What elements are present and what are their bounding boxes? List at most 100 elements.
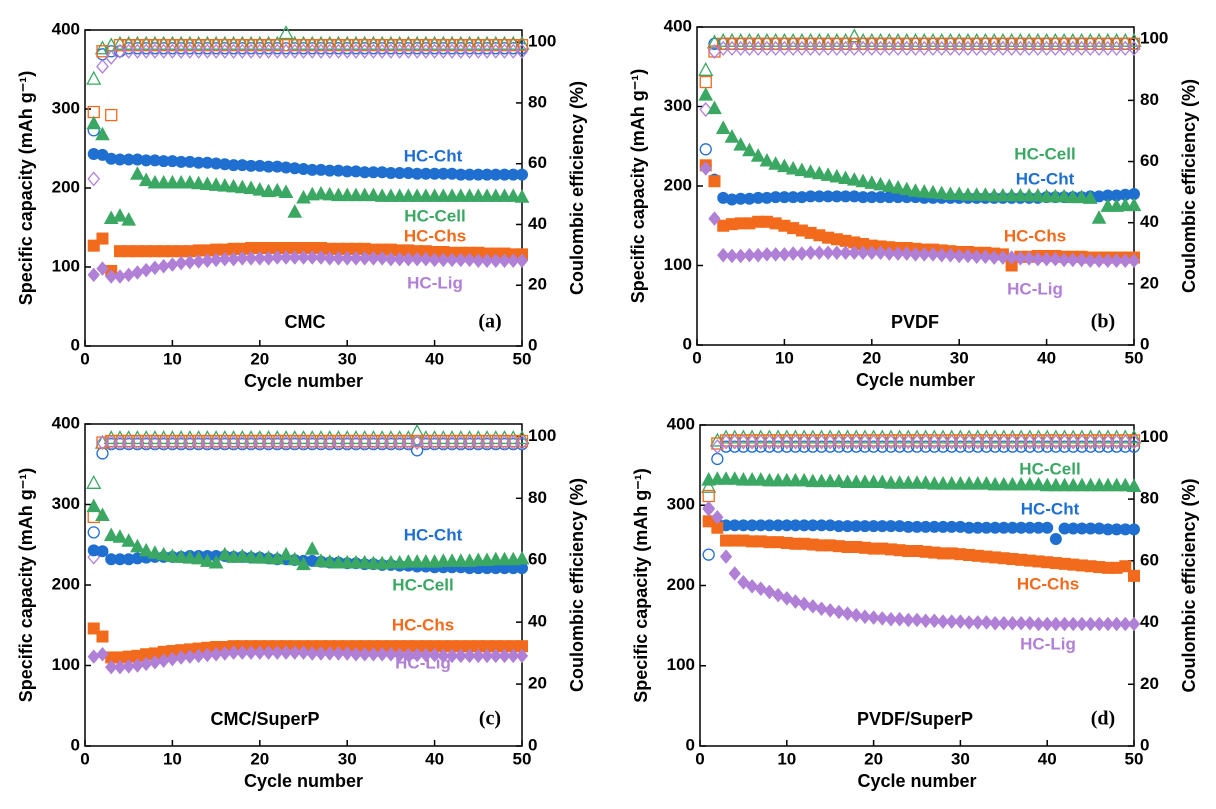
point (936, 440, 950, 453)
point (253, 43, 267, 59)
point (87, 267, 100, 283)
point (806, 434, 820, 450)
point (410, 251, 424, 267)
point (1039, 188, 1054, 203)
point (140, 262, 153, 278)
point (728, 434, 742, 450)
point (183, 649, 197, 664)
point (847, 40, 861, 56)
y2-tick-label: 60 (1140, 151, 1159, 170)
point (711, 439, 724, 455)
point (401, 554, 416, 568)
point (192, 254, 205, 269)
point (463, 435, 476, 451)
point (445, 39, 459, 52)
point (227, 645, 240, 660)
point (515, 253, 529, 268)
y2-tick-label: 80 (528, 488, 547, 507)
point (978, 187, 993, 201)
point (201, 253, 214, 268)
point (95, 126, 110, 141)
point (288, 250, 301, 265)
point (945, 440, 958, 453)
point (306, 250, 319, 265)
point (201, 435, 214, 451)
point (1082, 190, 1098, 204)
point (1006, 440, 1019, 453)
point (918, 37, 931, 50)
panel-text: PVDF/SuperP (857, 709, 973, 729)
point (839, 37, 852, 50)
point (271, 250, 284, 265)
x-tick-label: 10 (163, 349, 182, 368)
y2-tick-label: 0 (1140, 735, 1149, 754)
point (874, 40, 887, 56)
point (209, 39, 223, 52)
point (909, 40, 922, 56)
point (962, 440, 976, 453)
point (313, 185, 329, 200)
point (191, 175, 206, 190)
x-axis-label: Cycle number (856, 370, 975, 390)
y-axis-label: Specific capacity (mAh g⁻¹) (16, 468, 36, 703)
y2-tick-label: 0 (528, 335, 537, 354)
point (716, 40, 730, 56)
point (243, 180, 259, 194)
point (384, 251, 398, 267)
point (323, 646, 336, 661)
point (305, 435, 319, 451)
point (848, 245, 861, 261)
point (1014, 434, 1028, 450)
point (174, 39, 188, 52)
point (122, 39, 135, 52)
point (769, 40, 783, 56)
point (270, 435, 284, 451)
point (1067, 616, 1080, 632)
point (105, 269, 118, 284)
point (1056, 188, 1072, 203)
point (444, 188, 460, 202)
point (839, 245, 852, 261)
point (980, 440, 993, 453)
point (314, 435, 328, 451)
y-tick-label: 400 (52, 413, 80, 432)
point (279, 43, 293, 59)
point (367, 435, 380, 451)
point (113, 43, 127, 59)
point (910, 612, 924, 628)
point (191, 550, 206, 565)
point (1049, 440, 1063, 453)
point (182, 550, 198, 564)
point (253, 645, 266, 660)
point (87, 649, 100, 664)
point (1093, 440, 1106, 453)
point (105, 659, 118, 675)
point (778, 37, 791, 50)
point (489, 648, 502, 664)
series-label: HC-Cht (404, 525, 463, 544)
point (306, 39, 319, 52)
point (437, 648, 450, 664)
point (935, 37, 948, 50)
point (182, 174, 198, 189)
point (1084, 616, 1097, 632)
point (815, 601, 828, 617)
y2-tick-label: 100 (1140, 29, 1168, 48)
point (1032, 616, 1045, 632)
point (227, 251, 240, 267)
point (166, 257, 179, 272)
point (174, 650, 188, 665)
point (479, 188, 495, 202)
point (919, 613, 932, 629)
point (1101, 616, 1115, 632)
point (1128, 523, 1140, 536)
point (340, 435, 354, 451)
y-tick-label: 0 (71, 335, 80, 354)
point (131, 265, 144, 280)
point (1049, 616, 1063, 632)
point (830, 245, 843, 261)
point (104, 49, 118, 65)
point (1092, 253, 1106, 269)
point (297, 39, 310, 52)
y-tick-label: 200 (664, 175, 692, 194)
